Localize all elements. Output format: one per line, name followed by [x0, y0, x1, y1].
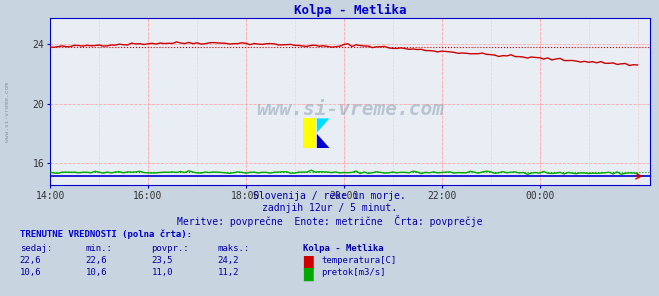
- Text: Meritve: povprečne  Enote: metrične  Črta: povprečje: Meritve: povprečne Enote: metrične Črta:…: [177, 215, 482, 227]
- Text: sedaj:: sedaj:: [20, 244, 52, 253]
- Text: Kolpa - Metlika: Kolpa - Metlika: [303, 244, 384, 253]
- Text: www.si-vreme.com: www.si-vreme.com: [256, 100, 444, 119]
- Text: Slovenija / reke in morje.: Slovenija / reke in morje.: [253, 191, 406, 201]
- Text: TRENUTNE VREDNOSTI (polna črta):: TRENUTNE VREDNOSTI (polna črta):: [20, 229, 192, 239]
- Text: temperatura[C]: temperatura[C]: [322, 256, 397, 265]
- Polygon shape: [316, 133, 330, 148]
- Text: 10,6: 10,6: [20, 268, 42, 277]
- Text: 22,6: 22,6: [86, 256, 107, 265]
- Text: www.si-vreme.com: www.si-vreme.com: [5, 83, 11, 142]
- Text: min.:: min.:: [86, 244, 113, 253]
- Title: Kolpa - Metlika: Kolpa - Metlika: [294, 4, 406, 17]
- Text: 11,2: 11,2: [217, 268, 239, 277]
- Text: povpr.:: povpr.:: [152, 244, 189, 253]
- Polygon shape: [316, 118, 330, 133]
- Text: 11,0: 11,0: [152, 268, 173, 277]
- Text: maks.:: maks.:: [217, 244, 250, 253]
- Text: 10,6: 10,6: [86, 268, 107, 277]
- Text: 22,6: 22,6: [20, 256, 42, 265]
- Text: pretok[m3/s]: pretok[m3/s]: [322, 268, 386, 277]
- Text: 24,2: 24,2: [217, 256, 239, 265]
- Polygon shape: [303, 118, 316, 148]
- Text: █: █: [303, 256, 313, 269]
- Text: zadnjih 12ur / 5 minut.: zadnjih 12ur / 5 minut.: [262, 203, 397, 213]
- Text: █: █: [303, 268, 313, 281]
- Text: 23,5: 23,5: [152, 256, 173, 265]
